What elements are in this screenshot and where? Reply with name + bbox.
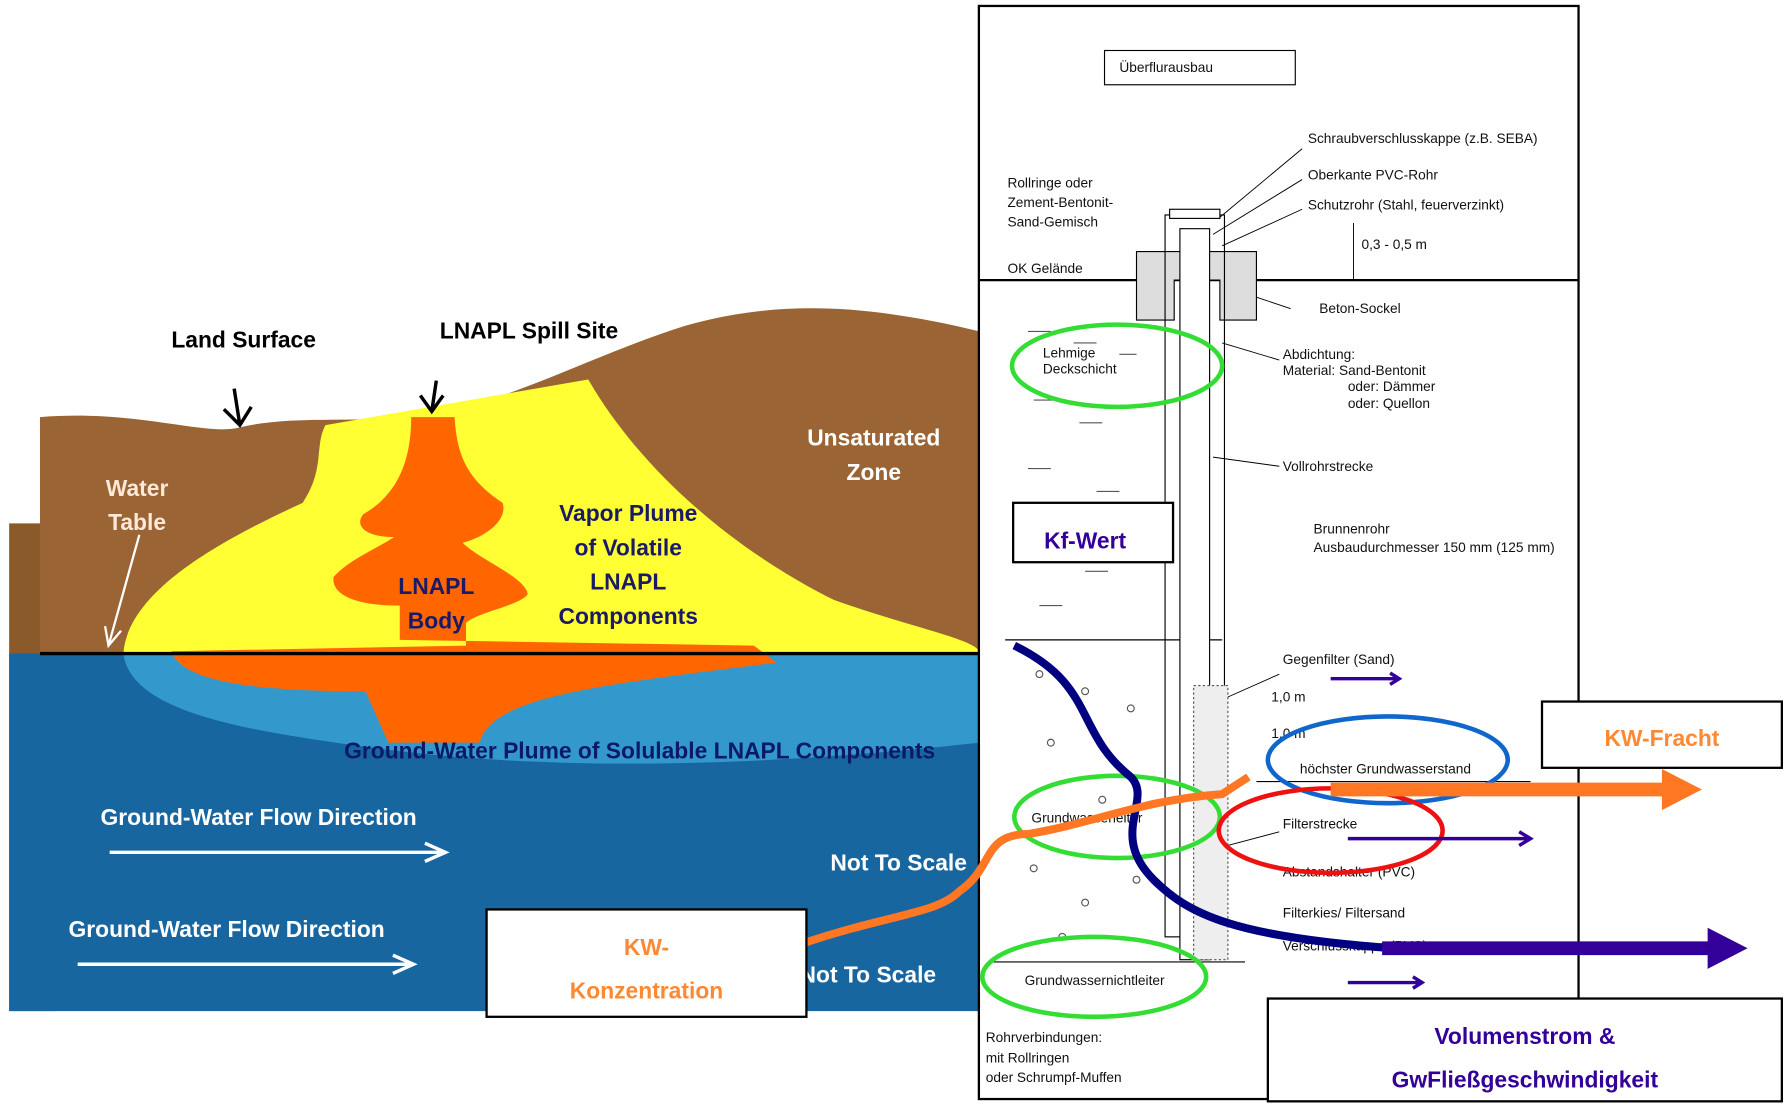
arrow-head xyxy=(1662,769,1702,810)
left-label: Rohrverbindungen: xyxy=(986,1030,1102,1045)
arrow-head xyxy=(1708,928,1748,969)
callout: Beton-Sockel xyxy=(1319,301,1400,316)
left-label: mit Rollringen xyxy=(986,1051,1070,1066)
callout: Ausbaudurchmesser 150 mm (125 mm) xyxy=(1314,540,1555,555)
label: Water xyxy=(106,475,169,501)
left-diagram: Land Surface LNAPL Spill Site Unsaturate… xyxy=(9,308,980,1011)
callout: oder: Quellon xyxy=(1348,396,1430,411)
label: Unsaturated xyxy=(807,425,940,451)
callout: 1,0 m xyxy=(1271,690,1305,705)
callout: Abdichtung: xyxy=(1283,347,1355,362)
callout: Schutzrohr (Stahl, feuerverzinkt) xyxy=(1308,197,1504,212)
overlay-label: KW- xyxy=(624,934,669,960)
figure: Land Surface LNAPL Spill Site Unsaturate… xyxy=(0,0,1791,1105)
callout: Gegenfilter (Sand) xyxy=(1283,652,1395,667)
label: LNAPL Spill Site xyxy=(440,317,618,343)
label: Zone xyxy=(847,459,902,485)
label: Not To Scale xyxy=(800,962,937,988)
left-label: Sand-Gemisch xyxy=(1007,214,1098,229)
label: of Volatile xyxy=(575,534,682,560)
label: Table xyxy=(108,509,166,535)
callout: Brunnenrohr xyxy=(1314,522,1391,537)
cap xyxy=(1170,209,1220,218)
callout: oder: Dämmer xyxy=(1348,379,1436,394)
label: Vapor Plume xyxy=(559,500,697,526)
overlay-label: Konzentration xyxy=(570,978,723,1004)
label: Land Surface xyxy=(171,326,316,352)
left-label: Zement-Bentonit- xyxy=(1007,195,1113,210)
callout: Material: Sand-Bentonit xyxy=(1283,363,1426,378)
label: Ground-Water Flow Direction xyxy=(69,916,385,942)
label: Components xyxy=(558,603,697,629)
left-label: OK Gelände xyxy=(1007,261,1082,276)
callout: höchster Grundwasserstand xyxy=(1300,762,1471,777)
left-label: Rollringe oder xyxy=(1007,176,1093,191)
label: Ground-Water Plume of Solulable LNAPL Co… xyxy=(344,738,935,764)
callout: Filterstrecke xyxy=(1283,816,1358,831)
callout: Schraubverschlusskappe (z.B. SEBA) xyxy=(1308,131,1538,146)
overlay-label: Volumenstrom & xyxy=(1434,1023,1615,1049)
label: LNAPL xyxy=(590,569,666,595)
overlay-label: KW-Fracht xyxy=(1604,725,1719,751)
callout: Vollrohrstrecke xyxy=(1283,459,1374,474)
label: Body xyxy=(408,607,465,633)
title: Überflurausbau xyxy=(1119,60,1213,75)
overlay-label: GwFließgeschwindigkeit xyxy=(1392,1067,1659,1093)
left-label: Lehmige xyxy=(1043,346,1096,361)
left-label: Grundwassernichtleiter xyxy=(1025,973,1165,988)
label: Ground-Water Flow Direction xyxy=(101,804,417,830)
callout: 0,3 - 0,5 m xyxy=(1362,237,1427,252)
label: LNAPL xyxy=(398,573,474,599)
page: Land Surface LNAPL Spill Site Unsaturate… xyxy=(0,0,1791,1105)
label: Not To Scale xyxy=(830,850,967,876)
left-label: oder Schrumpf-Muffen xyxy=(986,1070,1122,1085)
callout: Filterkies/ Filtersand xyxy=(1283,905,1405,920)
callout: Oberkante PVC-Rohr xyxy=(1308,168,1439,183)
left-label: Deckschicht xyxy=(1043,362,1117,377)
overlay-label: Kf-Wert xyxy=(1044,528,1126,554)
